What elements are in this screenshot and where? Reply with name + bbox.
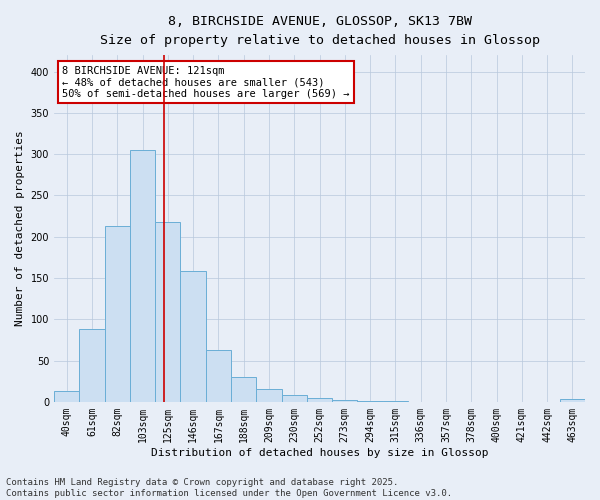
Title: 8, BIRCHSIDE AVENUE, GLOSSOP, SK13 7BW
Size of property relative to detached hou: 8, BIRCHSIDE AVENUE, GLOSSOP, SK13 7BW S… xyxy=(100,15,539,47)
Bar xyxy=(104,226,130,402)
Bar xyxy=(79,329,104,402)
Bar xyxy=(155,222,181,402)
Y-axis label: Number of detached properties: Number of detached properties xyxy=(15,130,25,326)
Bar xyxy=(560,400,585,402)
Bar xyxy=(206,350,231,402)
Bar xyxy=(130,150,155,402)
Bar xyxy=(307,398,332,402)
Text: 8 BIRCHSIDE AVENUE: 121sqm
← 48% of detached houses are smaller (543)
50% of sem: 8 BIRCHSIDE AVENUE: 121sqm ← 48% of deta… xyxy=(62,66,350,98)
Bar xyxy=(54,391,79,402)
Bar xyxy=(231,377,256,402)
Bar xyxy=(332,400,358,402)
Bar xyxy=(181,270,206,402)
Text: Contains HM Land Registry data © Crown copyright and database right 2025.
Contai: Contains HM Land Registry data © Crown c… xyxy=(6,478,452,498)
X-axis label: Distribution of detached houses by size in Glossop: Distribution of detached houses by size … xyxy=(151,448,488,458)
Bar xyxy=(358,401,383,402)
Bar xyxy=(281,395,307,402)
Bar xyxy=(256,390,281,402)
Bar xyxy=(383,401,408,402)
